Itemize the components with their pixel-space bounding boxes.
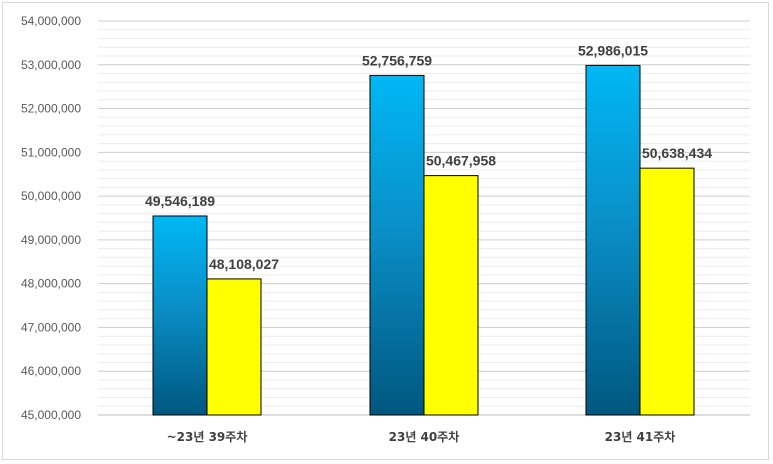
data-label: 48,108,027	[209, 256, 279, 272]
x-axis: ~23년 39주차 23년 40주차 23년 41주차	[167, 429, 676, 444]
y-tick-label: 50,000,000	[21, 189, 81, 203]
y-tick-label: 53,000,000	[21, 58, 81, 72]
bar-series-1	[585, 64, 641, 416]
bar-series-1	[369, 74, 425, 416]
bar-series-1	[152, 215, 208, 416]
y-tick-label: 48,000,000	[21, 277, 81, 291]
y-tick-label: 47,000,000	[21, 320, 81, 334]
data-label: 52,756,759	[362, 52, 432, 68]
data-label: 50,467,958	[426, 153, 496, 169]
x-category-label: ~23년 39주차	[167, 429, 248, 444]
y-tick-label: 52,000,000	[21, 102, 81, 116]
y-tick-label: 54,000,000	[21, 14, 81, 28]
y-tick-label: 51,000,000	[21, 145, 81, 159]
x-category-label: 23년 40주차	[389, 429, 460, 444]
y-tick-label: 45,000,000	[21, 408, 81, 422]
y-tick-label: 46,000,000	[21, 364, 81, 378]
bar-series-2	[206, 278, 262, 416]
data-labels: 49,546,189 48,108,027 52,756,759 50,467,958…	[145, 42, 712, 272]
y-tick-label: 49,000,000	[21, 233, 81, 247]
bars	[152, 64, 695, 416]
y-axis: 45,000,000 46,000,000 47,000,000 48,000,000…	[21, 14, 81, 422]
x-category-label: 23년 41주차	[605, 429, 676, 444]
data-label: 49,546,189	[145, 193, 215, 209]
bar-series-2	[423, 175, 479, 416]
data-label: 52,986,015	[578, 42, 648, 58]
data-label: 50,638,434	[642, 145, 712, 161]
bar-series-2	[639, 167, 695, 416]
